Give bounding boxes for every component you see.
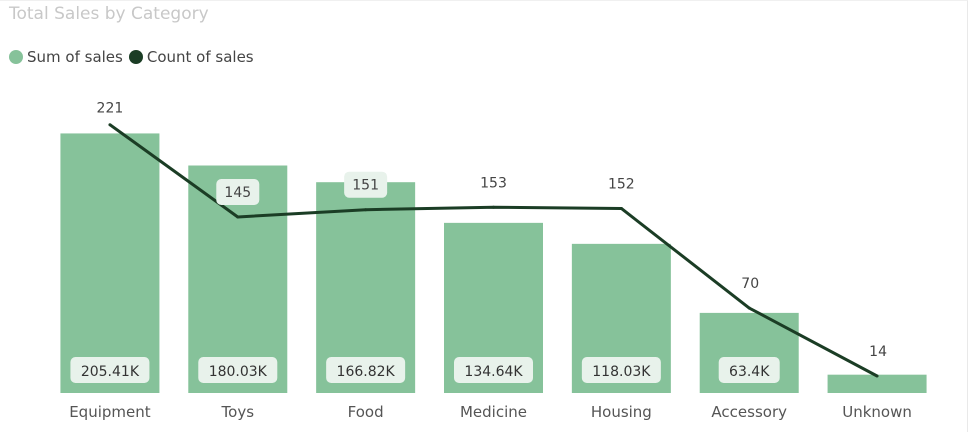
bar-value-label: 118.03K (592, 364, 651, 380)
category-label: Toys (221, 403, 255, 421)
count-value-label: 221 (97, 100, 124, 116)
count-value-label: 151 (352, 178, 379, 194)
count-point-accessory (747, 306, 751, 310)
bar-equipment (60, 133, 160, 393)
legend-label-count-of-sales: Count of sales (146, 48, 254, 66)
legend-item-sum-of-sales[interactable]: Sum of sales (9, 48, 123, 66)
category-label: Accessory (711, 403, 787, 421)
category-label: Equipment (69, 403, 151, 421)
bar-value-label: 134.64K (464, 364, 523, 380)
count-point-food (364, 208, 368, 212)
count-value-label: 70 (741, 276, 759, 292)
bar-value-label: 180.03K (209, 364, 268, 380)
count-value-label: 153 (480, 175, 507, 191)
bar-label-bg (198, 357, 278, 383)
count-point-unknown (875, 374, 879, 378)
legend-item-count-of-sales[interactable]: Count of sales (128, 48, 254, 66)
chart-title: Total Sales by Category (9, 4, 209, 24)
legend: Sum of sales Count of sales (9, 46, 260, 68)
category-label: Medicine (460, 403, 527, 421)
category-label: Unknown (842, 403, 912, 421)
legend-dot-count-of-sales-icon (128, 50, 143, 64)
count-label-bg (216, 178, 260, 205)
legend-label-sum-of-sales: Sum of sales (27, 48, 123, 66)
count-value-label: 145 (224, 185, 251, 201)
bar-value-label: 205.41K (81, 364, 140, 380)
count-point-toys (236, 215, 240, 219)
count-value-label: 14 (869, 344, 887, 360)
category-label: Housing (591, 403, 652, 421)
bar-label-bg (326, 357, 406, 383)
category-label: Food (348, 403, 384, 421)
legend-dot-sum-of-sales-icon (9, 50, 23, 64)
count-value-label: 152 (608, 176, 635, 192)
count-point-equipment (108, 123, 112, 127)
bar-label-bg (718, 357, 780, 383)
count-label-bg (344, 171, 388, 198)
bar-label-bg (70, 357, 150, 383)
bar-label-bg (581, 357, 661, 383)
bar-label-bg (454, 357, 533, 383)
count-point-medicine (492, 205, 495, 209)
count-point-housing (619, 206, 623, 210)
bar-value-label: 63.4K (729, 364, 770, 380)
bar-value-label: 166.82K (337, 364, 396, 380)
bar-unknown (827, 374, 927, 393)
